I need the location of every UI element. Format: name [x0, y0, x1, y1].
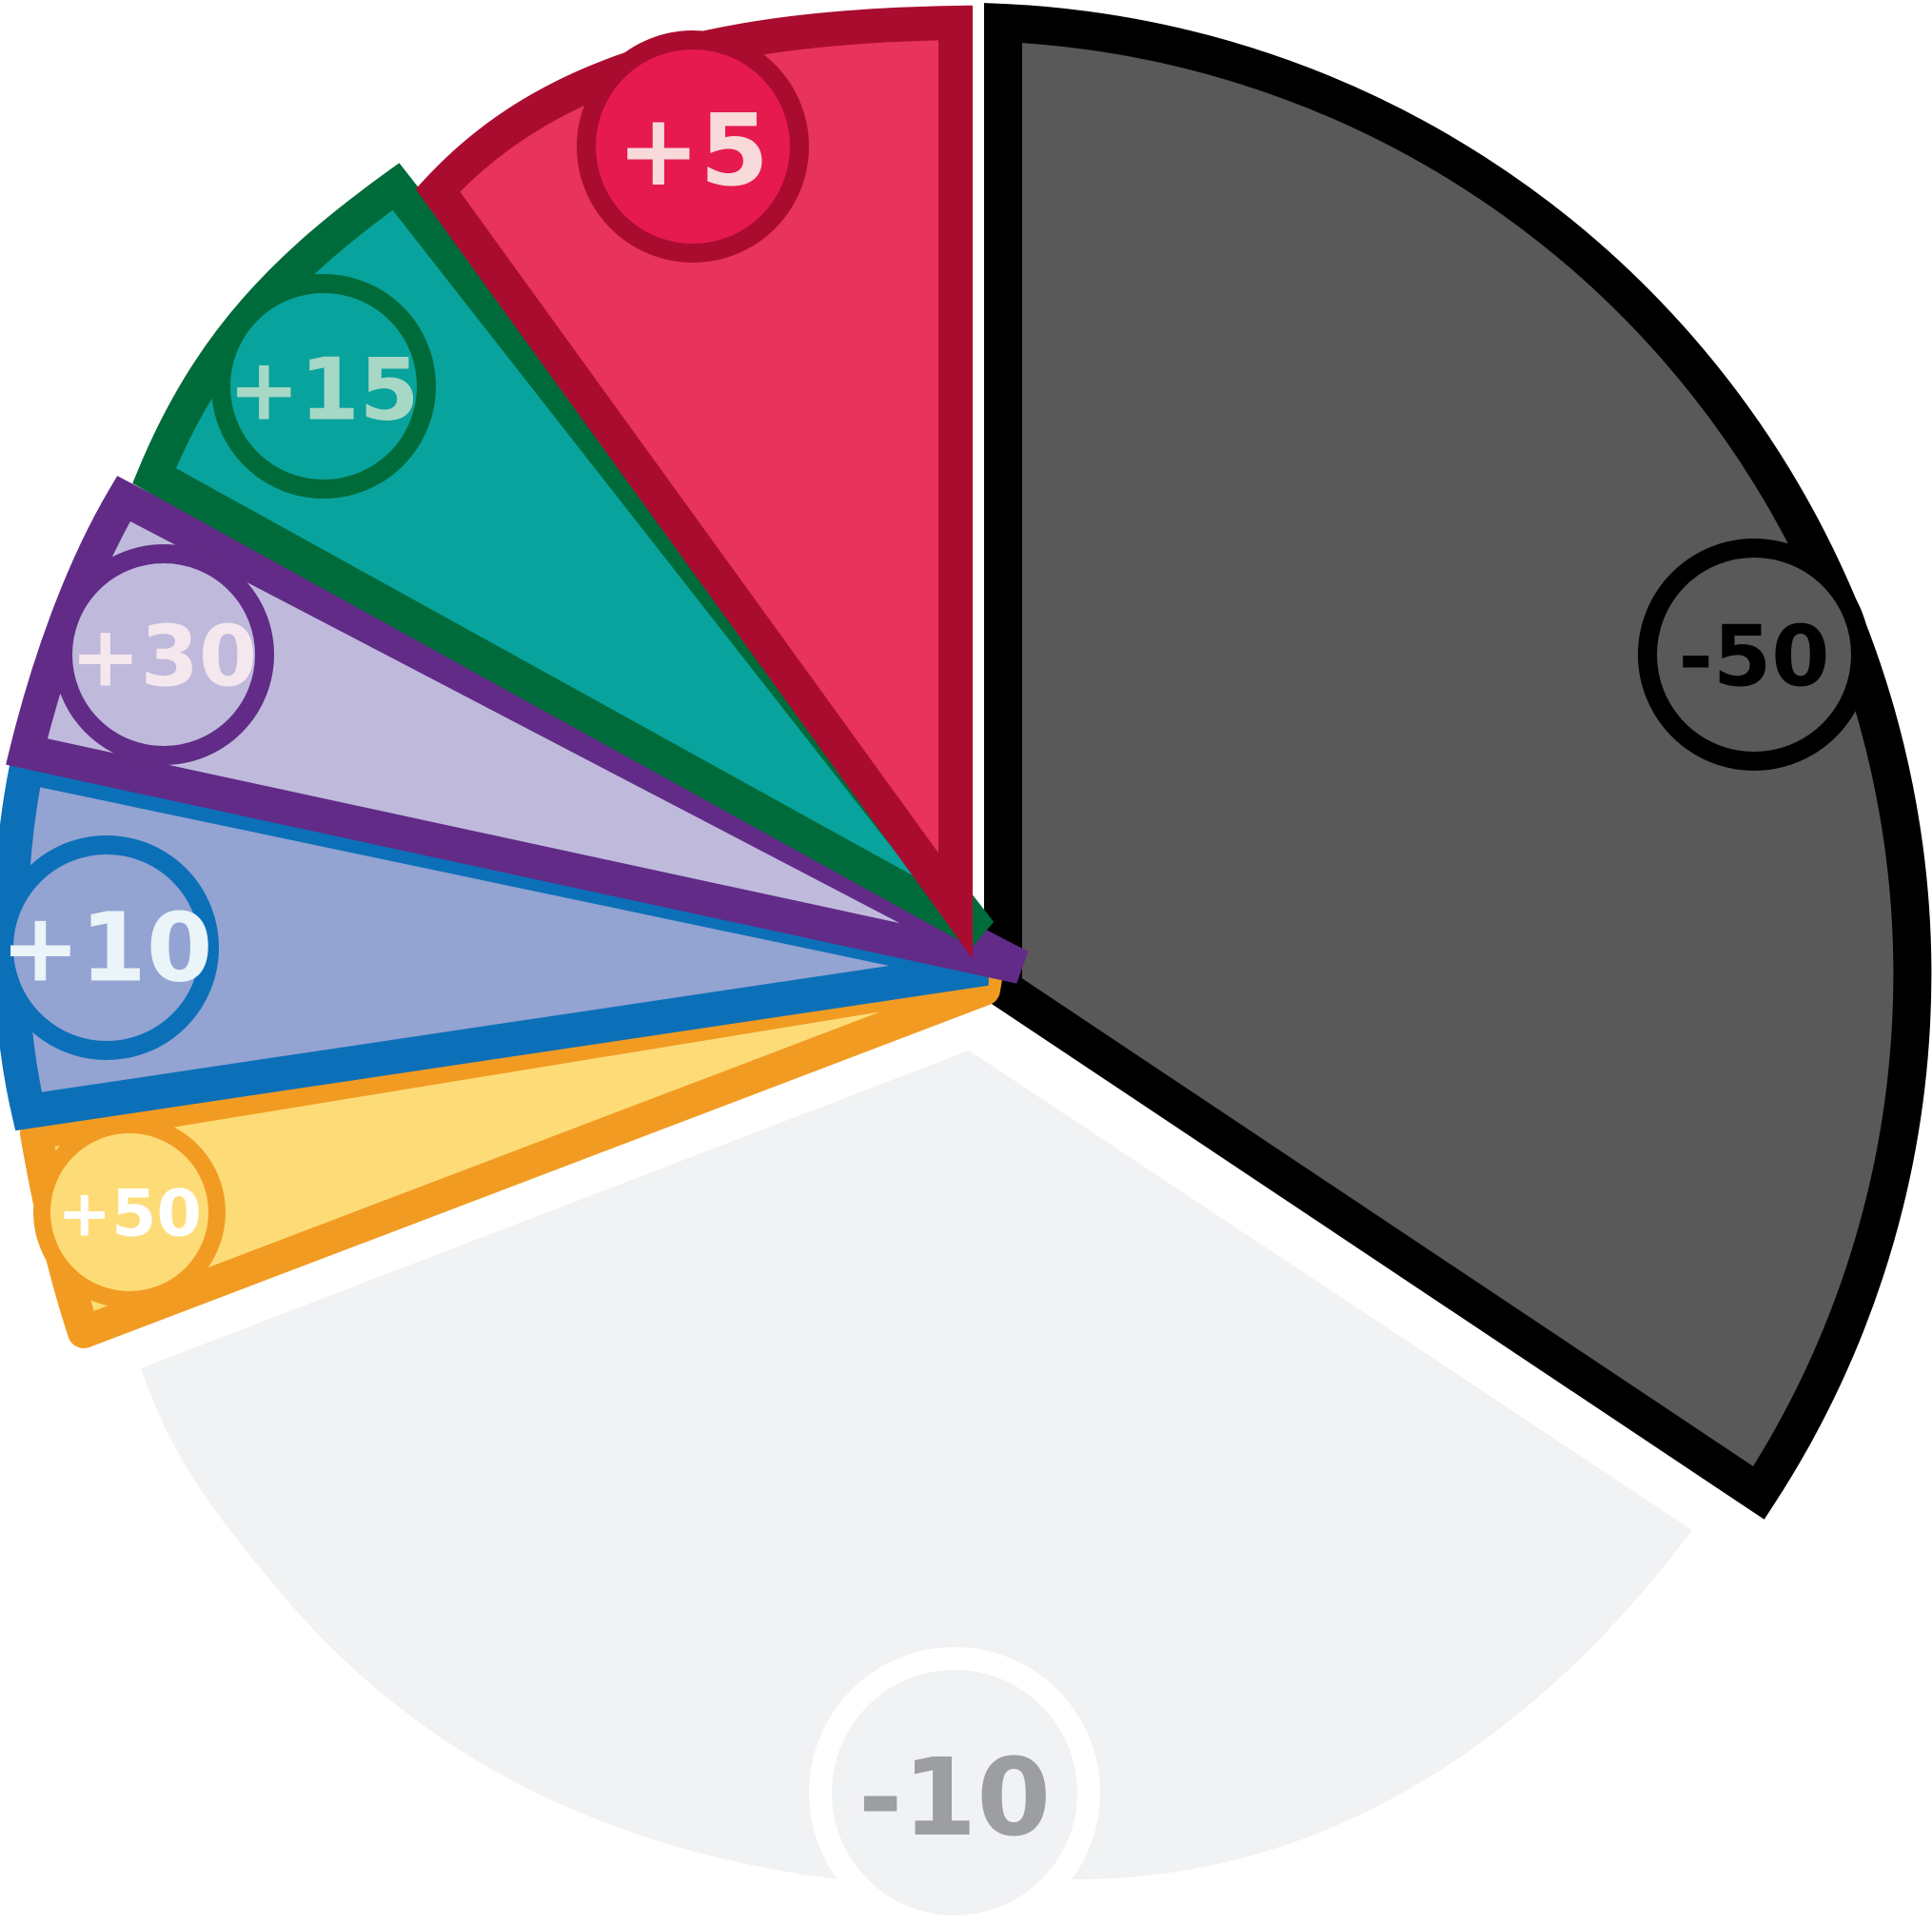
segment-badge — [33, 1116, 226, 1308]
segment-label: -10 — [858, 1737, 1051, 1860]
segment-label: +30 — [70, 608, 257, 706]
segment-badge — [211, 274, 436, 499]
wheel-segment-plus-30: +30 — [6, 476, 1029, 984]
segment-badge — [577, 30, 809, 263]
segment-label: -50 — [1679, 608, 1830, 706]
segment-label: +10 — [1, 893, 213, 1004]
wheel-segment-plus-5: +5 — [415, 5, 973, 959]
wheel-segment-plus-15: +15 — [132, 163, 995, 948]
segment-label: +50 — [57, 1177, 202, 1252]
segment-badge — [1638, 539, 1870, 771]
segment-label: +15 — [228, 341, 420, 441]
wheel-segment-plus-10: +10 — [0, 746, 990, 1131]
wheel-segment-minus-50: -50 — [984, 3, 1932, 1520]
segment-label: +5 — [617, 92, 769, 208]
segment-badge — [0, 835, 219, 1060]
wheel-segment-plus-50: +50 — [20, 962, 1002, 1348]
wheel-segment-minus-10: -10 — [141, 1050, 1692, 1923]
segment-shape — [141, 1050, 1692, 1880]
segment-badge — [53, 544, 274, 765]
segment-badge — [809, 1647, 1100, 1923]
